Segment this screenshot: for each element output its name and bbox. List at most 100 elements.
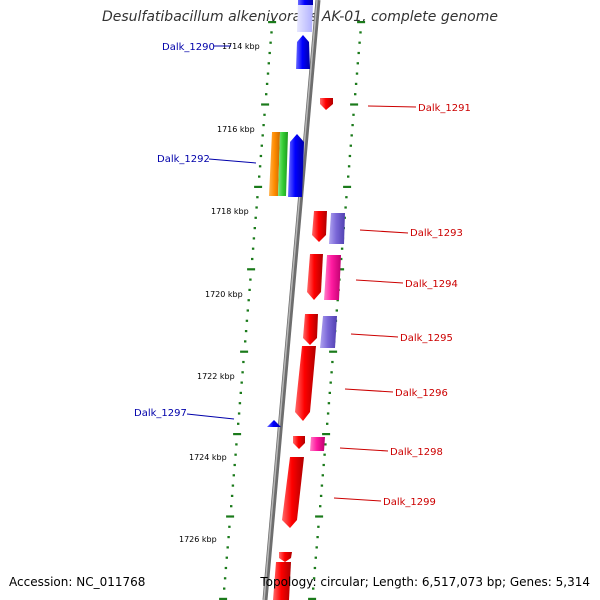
gene-dalk-1293-pair[interactable] [329, 213, 345, 244]
gene-dalk-1294-pair[interactable] [324, 255, 341, 300]
ruler-major-tick [226, 515, 235, 518]
gene-dalk-1298[interactable] [293, 436, 305, 449]
gene-dalk-1297[interactable] [267, 420, 281, 427]
ruler-minor-tick [329, 381, 332, 384]
ruler-major-tick [343, 185, 352, 188]
gene-label-dalk-1292[interactable]: Dalk_1292 [157, 154, 210, 165]
tick-label: 1724 kbp [189, 453, 227, 462]
ruler-minor-tick [232, 474, 235, 477]
ruler-minor-tick [258, 165, 262, 168]
gene-dalk-1290[interactable] [296, 35, 310, 69]
ruler-minor-tick [244, 330, 248, 333]
position-ruler-inner [219, 21, 277, 600]
ruler-minor-tick [348, 154, 352, 158]
ruler-major-tick [233, 433, 242, 436]
gene-dalk-1292-orange[interactable] [269, 132, 280, 196]
gene-dalk-1294[interactable] [307, 254, 323, 300]
ruler-minor-tick [345, 196, 348, 199]
ruler-minor-tick [349, 144, 352, 147]
ruler-major-tick [329, 350, 338, 353]
ruler-minor-tick [247, 299, 250, 302]
gene-label-dalk-1291[interactable]: Dalk_1291 [418, 103, 471, 114]
gene-label-dalk-1294[interactable]: Dalk_1294 [405, 279, 458, 290]
gene-dalk-1292[interactable] [288, 134, 304, 197]
ruler-minor-tick [237, 422, 240, 425]
ruler-minor-tick [241, 371, 244, 374]
feature-top-pale[interactable] [297, 0, 313, 32]
tick-label: 1726 kbp [179, 535, 217, 544]
position-ruler-outer [308, 21, 366, 600]
ruler-minor-tick [240, 381, 243, 384]
topology-text: Topology: circular; Length: 6,517,073 bp… [260, 575, 590, 589]
ruler-minor-tick [265, 93, 268, 96]
ruler-minor-tick [268, 51, 271, 55]
ruler-minor-tick [350, 134, 353, 137]
ruler-minor-tick [238, 402, 242, 405]
ruler-minor-tick [317, 525, 320, 528]
ruler-major-tick [247, 268, 256, 271]
ruler-minor-tick [315, 546, 318, 549]
gene-bottom-partial[interactable] [279, 552, 292, 562]
position-tick-labels: 1714 kbp 1716 kbp 1718 kbp 1720 kbp 1722… [179, 42, 260, 544]
ruler-minor-tick [260, 144, 263, 147]
gene-label-dalk-1295[interactable]: Dalk_1295 [400, 333, 453, 344]
ruler-minor-tick [312, 577, 316, 580]
gene-dalk-1299[interactable] [282, 457, 304, 528]
ruler-minor-tick [313, 566, 317, 570]
gene-dalk-1295[interactable] [303, 314, 318, 345]
ruler-minor-tick [270, 31, 273, 34]
ruler-minor-tick [235, 443, 238, 446]
ruler-minor-tick [344, 206, 347, 209]
ruler-minor-tick [230, 505, 233, 508]
ruler-minor-tick [253, 227, 256, 230]
gene-label-dalk-1290[interactable]: Dalk_1290 [162, 42, 215, 53]
ruler-minor-tick [351, 124, 354, 127]
feature-top-blue-cap[interactable] [298, 0, 313, 5]
ruler-minor-tick [258, 175, 261, 178]
ruler-minor-tick [322, 463, 325, 467]
ruler-minor-tick [323, 453, 326, 456]
label-leaders [186, 45, 417, 502]
gene-label-dalk-1297[interactable]: Dalk_1297 [134, 408, 187, 419]
ruler-major-tick [240, 350, 249, 353]
gene-bottom-partial-2[interactable] [273, 562, 291, 600]
ruler-major-tick [350, 103, 359, 106]
gene-label-dalk-1293[interactable]: Dalk_1293 [410, 228, 463, 239]
ruler-minor-tick [233, 463, 236, 467]
ruler-major-tick [315, 515, 324, 518]
ruler-minor-tick [224, 566, 228, 570]
ruler-minor-tick [320, 484, 324, 487]
ruler-minor-tick [316, 536, 319, 539]
ruler-minor-tick [248, 288, 251, 291]
ruler-minor-tick [261, 134, 264, 137]
ruler-minor-tick [312, 587, 315, 590]
ruler-minor-tick [249, 278, 252, 281]
ruler-major-tick [322, 433, 331, 436]
genome-backbone [262, 0, 321, 600]
ruler-minor-tick [263, 113, 266, 116]
gene-label-dalk-1298[interactable]: Dalk_1298 [390, 447, 443, 458]
ruler-minor-tick [359, 31, 362, 34]
accession-text: Accession: NC_011768 [9, 575, 146, 589]
tick-label: 1722 kbp [197, 372, 235, 381]
gene-dalk-1291[interactable] [320, 98, 333, 110]
gene-dalk-1292-green[interactable] [278, 132, 288, 196]
gene-label-dalk-1299[interactable]: Dalk_1299 [383, 497, 436, 508]
gene-dalk-1298-pair[interactable] [310, 437, 325, 451]
ruler-minor-tick [259, 154, 263, 158]
ruler-minor-tick [226, 546, 229, 549]
ruler-minor-tick [245, 319, 249, 322]
ruler-minor-tick [319, 494, 323, 497]
ruler-minor-tick [228, 525, 231, 528]
ruler-minor-tick [254, 216, 257, 219]
ruler-minor-tick [335, 309, 338, 312]
gene-dalk-1295-pair[interactable] [320, 316, 337, 348]
ruler-minor-tick [340, 257, 343, 261]
gene-dalk-1293[interactable] [312, 211, 327, 242]
ruler-minor-tick [227, 536, 230, 539]
gene-dalk-1296[interactable] [295, 346, 316, 421]
ruler-minor-tick [251, 257, 254, 261]
ruler-minor-tick [223, 587, 226, 590]
gene-label-dalk-1296[interactable]: Dalk_1296 [395, 388, 448, 399]
